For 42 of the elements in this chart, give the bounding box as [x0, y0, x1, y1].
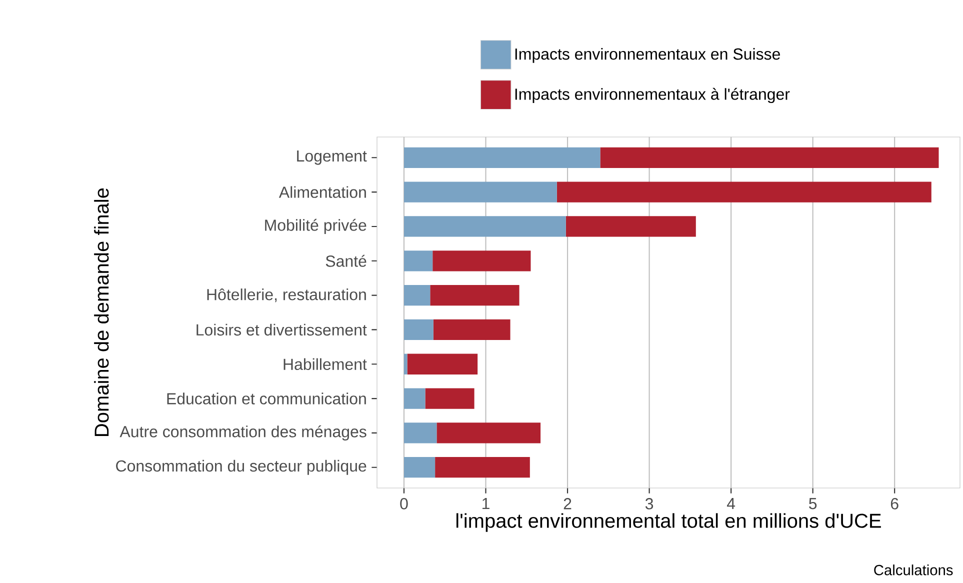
x-tick-label: 0 — [400, 498, 408, 510]
bar — [407, 354, 478, 374]
bar — [404, 284, 430, 306]
bar — [404, 422, 437, 444]
bar — [404, 182, 557, 202]
x-tick-label: 4 — [726, 498, 736, 510]
y-tick-label: Mobilité privée — [265, 218, 366, 234]
bar — [404, 147, 600, 168]
y-tick-label: Autre consommation des ménages — [120, 425, 366, 440]
y-tick-label: Alimentation — [278, 186, 366, 198]
bar — [435, 457, 530, 478]
y-tick-label: Loisirs et divertissement — [196, 324, 367, 336]
bar — [404, 354, 408, 374]
text: Calculations — [874, 564, 953, 576]
y-tick-label: Logement — [297, 150, 367, 165]
x-tick-label: 6 — [890, 498, 898, 510]
y-tick-label: Education et communication — [167, 392, 366, 404]
legend-label: Impacts environnementaux à l'étranger — [515, 88, 790, 104]
y-tick-label: Habillement — [284, 358, 367, 370]
x-tick-label: 5 — [809, 498, 817, 510]
bar — [404, 388, 426, 409]
bar — [430, 284, 520, 306]
bar — [432, 250, 531, 272]
bar — [404, 250, 433, 272]
bar — [433, 319, 510, 340]
bar — [600, 147, 939, 168]
x-tick-label: 2 — [564, 498, 572, 510]
x-axis-title: l'impact environnemental total en millions d'UCE — [456, 513, 881, 532]
y-tick-label: Hôtellerie, restauration — [207, 288, 366, 302]
bar — [404, 457, 436, 478]
x-tick-label: 1 — [482, 498, 490, 510]
y-tick-label: Santé — [326, 254, 366, 267]
bar — [436, 422, 541, 444]
bar — [404, 319, 434, 340]
bar — [566, 216, 696, 237]
x-tick-label: 3 — [645, 498, 654, 510]
y-axis-title: Domaine de demande finale — [94, 188, 109, 436]
bar — [404, 216, 566, 237]
legend-label: Impacts environnementaux en Suisse — [515, 48, 780, 63]
y-tick-label: Consommation du secteur publique — [116, 460, 366, 475]
bar — [425, 388, 474, 409]
bar — [556, 182, 932, 202]
